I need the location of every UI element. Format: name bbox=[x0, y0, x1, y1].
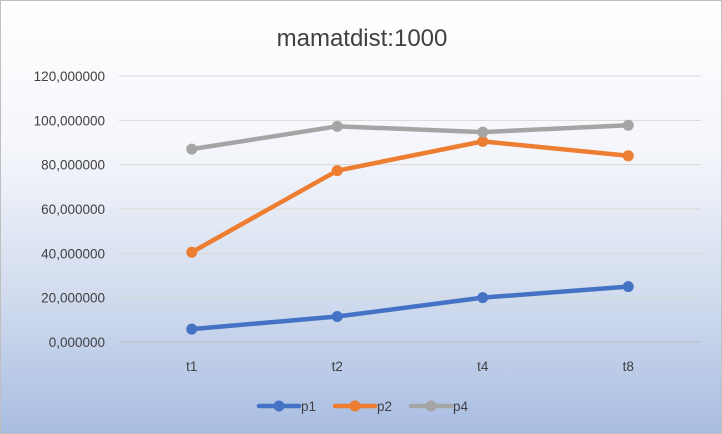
legend-dot-marker bbox=[349, 400, 361, 412]
gridlines bbox=[119, 75, 701, 343]
legend-dot-marker bbox=[425, 400, 437, 412]
y-tick-label: 0,000000 bbox=[49, 335, 105, 350]
series-p2 bbox=[186, 135, 634, 258]
data-point bbox=[622, 281, 634, 293]
data-point bbox=[477, 292, 489, 304]
series-lines bbox=[186, 119, 634, 335]
x-tick-label: t8 bbox=[623, 359, 634, 374]
chart-title: mamatdist:1000 bbox=[277, 25, 448, 52]
y-tick-label: 40,000000 bbox=[41, 246, 105, 261]
data-point bbox=[622, 150, 634, 162]
legend-dot-marker bbox=[273, 400, 285, 412]
legend-item-p4: p4 bbox=[408, 399, 469, 414]
data-point bbox=[331, 165, 343, 177]
data-point bbox=[186, 323, 198, 335]
x-axis-tick-labels: t1 t2 t4 t8 bbox=[186, 359, 634, 374]
y-tick-label: 20,000000 bbox=[41, 291, 105, 306]
data-point bbox=[186, 246, 198, 258]
legend-label: p1 bbox=[301, 399, 316, 414]
data-point bbox=[477, 126, 489, 138]
x-tick-label: t4 bbox=[477, 359, 489, 374]
data-point bbox=[622, 119, 634, 131]
data-point bbox=[186, 143, 198, 155]
series-line bbox=[189, 139, 631, 255]
series-p4 bbox=[186, 119, 634, 155]
y-tick-label: 120,000000 bbox=[34, 69, 105, 84]
y-axis-tick-labels: 0,000000 20,000000 40,000000 60,000000 80,00… bbox=[34, 69, 105, 350]
y-tick-label: 60,000000 bbox=[41, 202, 105, 217]
y-tick-label: 80,000000 bbox=[41, 158, 105, 173]
legend-item-p1: p1 bbox=[256, 399, 316, 414]
legend-item-p2: p2 bbox=[332, 399, 392, 414]
series-p1 bbox=[186, 281, 634, 335]
legend-label: p4 bbox=[453, 399, 469, 414]
legend: p1 p2 p4 bbox=[256, 399, 469, 414]
x-tick-label: t2 bbox=[332, 359, 343, 374]
series-line bbox=[189, 122, 631, 152]
legend-label: p2 bbox=[377, 399, 392, 414]
data-point bbox=[331, 120, 343, 132]
x-tick-label: t1 bbox=[186, 359, 197, 374]
series-line bbox=[189, 284, 631, 332]
data-point bbox=[477, 135, 489, 147]
y-tick-label: 100,000000 bbox=[34, 113, 105, 128]
data-point bbox=[331, 311, 343, 323]
